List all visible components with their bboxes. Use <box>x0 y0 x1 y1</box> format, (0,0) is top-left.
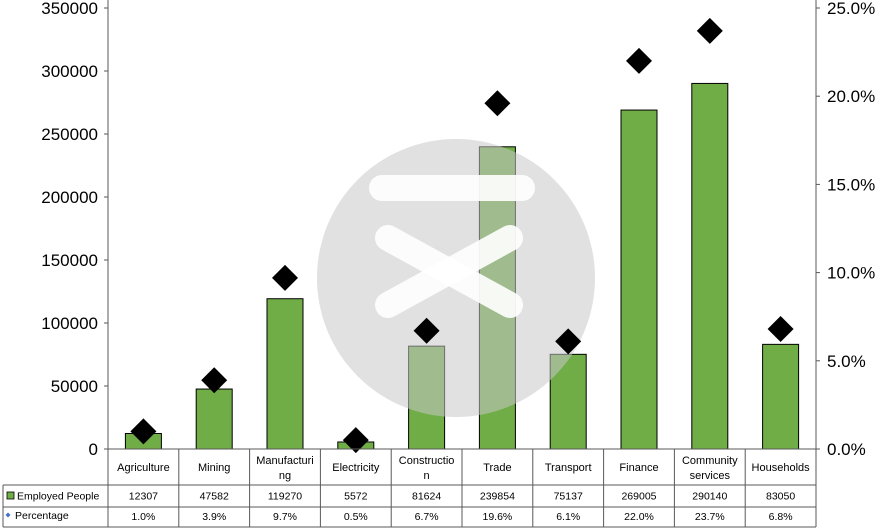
category-label: Agriculture <box>117 462 170 474</box>
table-cell-percentage: 1.0% <box>131 511 155 523</box>
category-label: Electricity <box>332 462 380 474</box>
table-cell-employed-people: 269005 <box>621 491 656 503</box>
category-label: Trade <box>483 462 511 474</box>
left-axis: 0 50000 100000 150000 200000 250000 300000 3500… <box>41 0 108 459</box>
diamond-marker <box>201 367 228 394</box>
table-cell-percentage: 22.0% <box>624 511 654 523</box>
diamond-marker <box>272 264 298 291</box>
left-axis-tick-label: 100000 <box>41 314 98 333</box>
right-axis-tick-label: 5.0% <box>827 352 866 371</box>
right-axis-tick-label: 25.0% <box>827 0 875 18</box>
table-cell-employed-people: 290140 <box>692 491 727 503</box>
row-header-percentage: Percentage <box>15 510 69 522</box>
right-axis: 0.0% 5.0% 10.0% 15.0% 20.0% 25.0% <box>816 0 875 459</box>
left-axis-tick-label: 300000 <box>41 62 98 81</box>
left-axis-tick-label: 250000 <box>41 125 98 144</box>
table-cell-percentage: 0.5% <box>344 511 368 523</box>
table-cell-percentage: 23.7% <box>695 511 725 523</box>
diamond-marker <box>484 90 511 117</box>
table-cell-employed-people: 12307 <box>129 491 158 503</box>
table-cell-employed-people: 81624 <box>412 491 441 503</box>
table-cell-employed-people: 119270 <box>268 491 302 503</box>
diamond-marker <box>130 418 157 445</box>
bar <box>266 298 304 450</box>
table-cell-percentage: 6.8% <box>769 511 793 523</box>
table-cell-employed-people: 47582 <box>200 491 229 503</box>
right-axis-tick-label: 0.0% <box>827 440 866 459</box>
category-label: Community <box>682 455 738 467</box>
category-label: Households <box>752 462 811 474</box>
table-cell-percentage: 19.6% <box>483 511 513 523</box>
category-label: Transport <box>545 462 592 474</box>
table-cell-employed-people: 239854 <box>480 491 515 503</box>
category-label: n <box>424 470 430 482</box>
table-cell-employed-people: 5572 <box>344 491 368 503</box>
left-axis-tick-label: 200000 <box>41 188 98 207</box>
bar <box>762 343 800 450</box>
right-axis-tick-label: 20.0% <box>827 87 875 106</box>
category-label: Constructio <box>399 455 455 467</box>
left-axis-tick-label: 350000 <box>41 0 98 18</box>
table-cell-percentage: 6.7% <box>415 511 439 523</box>
row-header-employed-people: Employed People <box>17 491 99 503</box>
bar <box>691 82 729 450</box>
right-axis-tick-label: 10.0% <box>827 264 875 283</box>
marker-series-percentage <box>130 17 794 454</box>
table-cell-employed-people: 83050 <box>766 491 795 503</box>
left-axis-tick-label: 0 <box>89 440 98 459</box>
category-label: ng <box>279 470 291 482</box>
legend-key-employed-people <box>6 491 15 500</box>
table-cell-percentage: 3.9% <box>202 511 226 523</box>
category-label: Mining <box>198 462 230 474</box>
left-axis-tick-label: 50000 <box>51 377 98 396</box>
table-cell-percentage: 6.1% <box>556 511 580 523</box>
diamond-marker <box>413 317 440 344</box>
diamond-marker <box>767 316 794 343</box>
table-cell-percentage: 9.7% <box>273 511 297 523</box>
category-label: services <box>690 470 731 482</box>
legend-key-percentage <box>5 512 11 518</box>
left-axis-tick-label: 150000 <box>41 251 98 270</box>
watermark-logo <box>317 139 595 417</box>
diamond-marker <box>696 17 723 44</box>
category-label: Manufacturi <box>256 455 313 467</box>
bar <box>195 388 233 450</box>
diamond-marker <box>626 47 652 74</box>
diamond-marker <box>342 427 369 454</box>
right-axis-tick-label: 15.0% <box>827 175 875 194</box>
bar <box>620 109 658 450</box>
data-table: Agriculture Mining Manufacturi ng Electricit… <box>2 448 817 528</box>
plot-area <box>107 0 817 507</box>
diamond-marker <box>555 328 582 355</box>
category-label: Finance <box>619 462 658 474</box>
table-cell-employed-people: 75137 <box>554 491 583 503</box>
